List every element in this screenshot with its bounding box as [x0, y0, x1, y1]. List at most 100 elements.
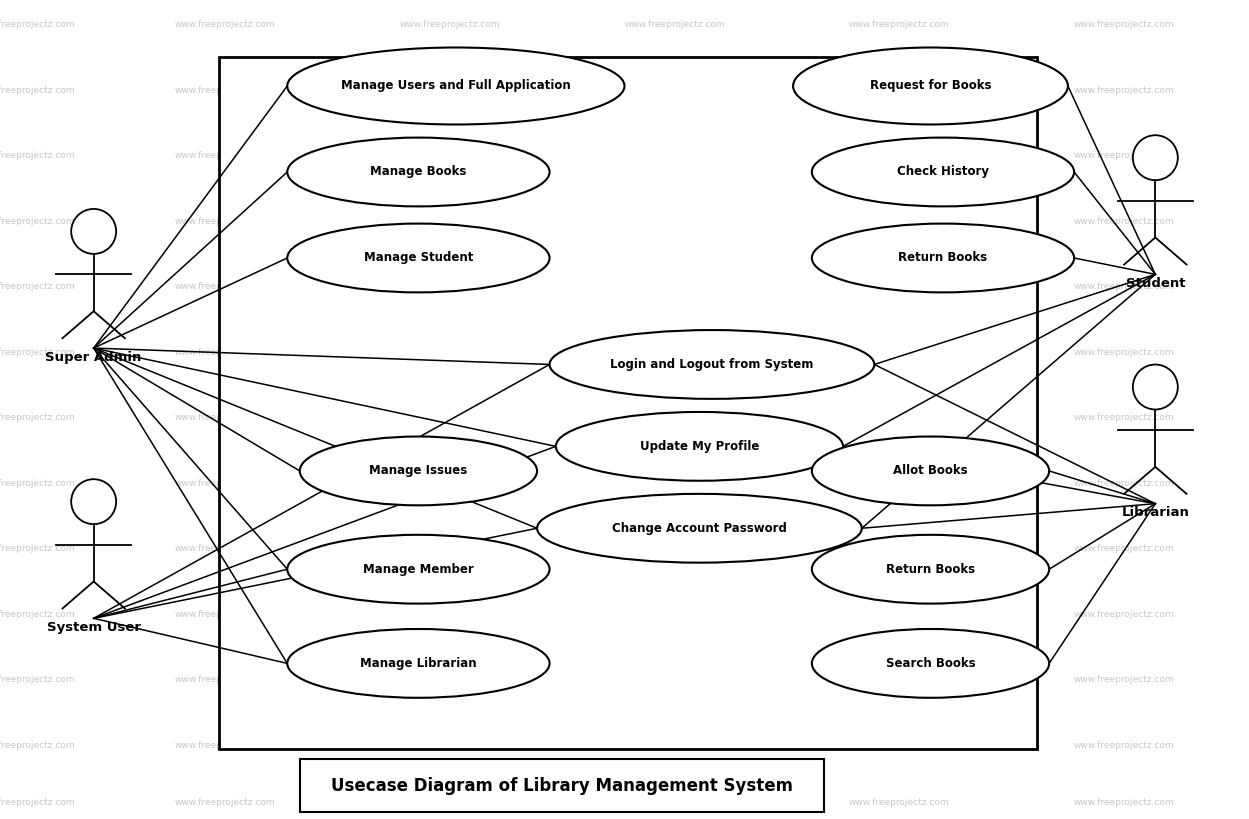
Text: www.freeprojectz.com: www.freeprojectz.com	[1074, 676, 1174, 684]
Text: Student: Student	[1125, 277, 1185, 290]
Text: www.freeprojectz.com: www.freeprojectz.com	[624, 348, 724, 356]
Text: Super Admin: Super Admin	[45, 351, 142, 364]
Text: Login and Logout from System: Login and Logout from System	[611, 358, 813, 371]
Text: www.freeprojectz.com: www.freeprojectz.com	[1074, 741, 1174, 749]
Text: Search Books: Search Books	[886, 657, 975, 670]
Text: www.freeprojectz.com: www.freeprojectz.com	[1074, 86, 1174, 94]
Text: www.freeprojectz.com: www.freeprojectz.com	[400, 799, 500, 807]
Text: www.freeprojectz.com: www.freeprojectz.com	[624, 799, 724, 807]
Text: www.freeprojectz.com: www.freeprojectz.com	[849, 799, 949, 807]
Text: www.freeprojectz.com: www.freeprojectz.com	[175, 545, 275, 553]
Text: www.freeprojectz.com: www.freeprojectz.com	[0, 86, 75, 94]
Text: www.freeprojectz.com: www.freeprojectz.com	[400, 741, 500, 749]
Text: www.freeprojectz.com: www.freeprojectz.com	[0, 610, 75, 618]
Text: www.freeprojectz.com: www.freeprojectz.com	[175, 217, 275, 225]
Text: www.freeprojectz.com: www.freeprojectz.com	[624, 20, 724, 29]
Text: www.freeprojectz.com: www.freeprojectz.com	[0, 545, 75, 553]
Text: www.freeprojectz.com: www.freeprojectz.com	[849, 676, 949, 684]
Ellipse shape	[812, 138, 1074, 206]
Text: www.freeprojectz.com: www.freeprojectz.com	[400, 676, 500, 684]
Text: Usecase Diagram of Library Management System: Usecase Diagram of Library Management Sy…	[331, 777, 793, 794]
Text: www.freeprojectz.com: www.freeprojectz.com	[624, 545, 724, 553]
Ellipse shape	[287, 535, 550, 604]
Ellipse shape	[1133, 135, 1178, 180]
Text: Request for Books: Request for Books	[869, 79, 992, 93]
Text: www.freeprojectz.com: www.freeprojectz.com	[175, 283, 275, 291]
Text: www.freeprojectz.com: www.freeprojectz.com	[849, 479, 949, 487]
Text: Allot Books: Allot Books	[893, 464, 968, 477]
Text: www.freeprojectz.com: www.freeprojectz.com	[624, 741, 724, 749]
Text: www.freeprojectz.com: www.freeprojectz.com	[1074, 545, 1174, 553]
Text: www.freeprojectz.com: www.freeprojectz.com	[0, 348, 75, 356]
Text: www.freeprojectz.com: www.freeprojectz.com	[1074, 414, 1174, 422]
Ellipse shape	[287, 224, 550, 292]
Ellipse shape	[287, 48, 624, 124]
Text: Manage Student: Manage Student	[363, 251, 473, 265]
Text: www.freeprojectz.com: www.freeprojectz.com	[175, 610, 275, 618]
Text: Manage Issues: Manage Issues	[370, 464, 467, 477]
Text: www.freeprojectz.com: www.freeprojectz.com	[175, 479, 275, 487]
Text: Manage Librarian: Manage Librarian	[360, 657, 477, 670]
Text: www.freeprojectz.com: www.freeprojectz.com	[849, 20, 949, 29]
Text: www.freeprojectz.com: www.freeprojectz.com	[1074, 152, 1174, 160]
Text: www.freeprojectz.com: www.freeprojectz.com	[849, 217, 949, 225]
Text: www.freeprojectz.com: www.freeprojectz.com	[0, 152, 75, 160]
Text: Manage Users and Full Application: Manage Users and Full Application	[341, 79, 571, 93]
Text: www.freeprojectz.com: www.freeprojectz.com	[849, 86, 949, 94]
Text: www.freeprojectz.com: www.freeprojectz.com	[400, 479, 500, 487]
Text: Manage Books: Manage Books	[370, 165, 467, 179]
Text: www.freeprojectz.com: www.freeprojectz.com	[1074, 217, 1174, 225]
Text: www.freeprojectz.com: www.freeprojectz.com	[400, 610, 500, 618]
Ellipse shape	[71, 209, 116, 254]
Text: www.freeprojectz.com: www.freeprojectz.com	[400, 414, 500, 422]
Text: www.freeprojectz.com: www.freeprojectz.com	[175, 86, 275, 94]
Text: Update My Profile: Update My Profile	[639, 440, 759, 453]
Text: www.freeprojectz.com: www.freeprojectz.com	[0, 283, 75, 291]
Bar	[219, 57, 1037, 749]
Ellipse shape	[300, 437, 537, 505]
Ellipse shape	[287, 629, 550, 698]
Ellipse shape	[812, 629, 1049, 698]
Text: www.freeprojectz.com: www.freeprojectz.com	[849, 545, 949, 553]
Text: www.freeprojectz.com: www.freeprojectz.com	[0, 20, 75, 29]
Text: www.freeprojectz.com: www.freeprojectz.com	[0, 414, 75, 422]
Text: www.freeprojectz.com: www.freeprojectz.com	[1074, 348, 1174, 356]
Text: Return Books: Return Books	[898, 251, 988, 265]
Ellipse shape	[550, 330, 874, 399]
Ellipse shape	[812, 437, 1049, 505]
Text: www.freeprojectz.com: www.freeprojectz.com	[400, 20, 500, 29]
Text: www.freeprojectz.com: www.freeprojectz.com	[400, 283, 500, 291]
Text: www.freeprojectz.com: www.freeprojectz.com	[0, 741, 75, 749]
Text: www.freeprojectz.com: www.freeprojectz.com	[624, 283, 724, 291]
Text: www.freeprojectz.com: www.freeprojectz.com	[175, 676, 275, 684]
Text: www.freeprojectz.com: www.freeprojectz.com	[400, 86, 500, 94]
Text: www.freeprojectz.com: www.freeprojectz.com	[624, 676, 724, 684]
Text: www.freeprojectz.com: www.freeprojectz.com	[624, 217, 724, 225]
Text: www.freeprojectz.com: www.freeprojectz.com	[624, 479, 724, 487]
Text: Manage Member: Manage Member	[363, 563, 473, 576]
Text: www.freeprojectz.com: www.freeprojectz.com	[849, 348, 949, 356]
Ellipse shape	[812, 535, 1049, 604]
Text: www.freeprojectz.com: www.freeprojectz.com	[1074, 20, 1174, 29]
Text: Return Books: Return Books	[886, 563, 975, 576]
Text: www.freeprojectz.com: www.freeprojectz.com	[624, 152, 724, 160]
Text: www.freeprojectz.com: www.freeprojectz.com	[1074, 479, 1174, 487]
Text: www.freeprojectz.com: www.freeprojectz.com	[175, 741, 275, 749]
Text: www.freeprojectz.com: www.freeprojectz.com	[849, 414, 949, 422]
Ellipse shape	[556, 412, 843, 481]
Text: www.freeprojectz.com: www.freeprojectz.com	[624, 610, 724, 618]
Text: www.freeprojectz.com: www.freeprojectz.com	[0, 479, 75, 487]
Text: www.freeprojectz.com: www.freeprojectz.com	[1074, 610, 1174, 618]
Text: System User: System User	[46, 621, 141, 634]
Text: www.freeprojectz.com: www.freeprojectz.com	[624, 414, 724, 422]
Text: www.freeprojectz.com: www.freeprojectz.com	[400, 348, 500, 356]
Text: www.freeprojectz.com: www.freeprojectz.com	[624, 86, 724, 94]
Text: www.freeprojectz.com: www.freeprojectz.com	[849, 152, 949, 160]
Text: www.freeprojectz.com: www.freeprojectz.com	[175, 20, 275, 29]
Text: www.freeprojectz.com: www.freeprojectz.com	[0, 217, 75, 225]
Text: www.freeprojectz.com: www.freeprojectz.com	[175, 414, 275, 422]
Ellipse shape	[812, 224, 1074, 292]
Ellipse shape	[287, 138, 550, 206]
Text: www.freeprojectz.com: www.freeprojectz.com	[400, 545, 500, 553]
Text: www.freeprojectz.com: www.freeprojectz.com	[1074, 799, 1174, 807]
